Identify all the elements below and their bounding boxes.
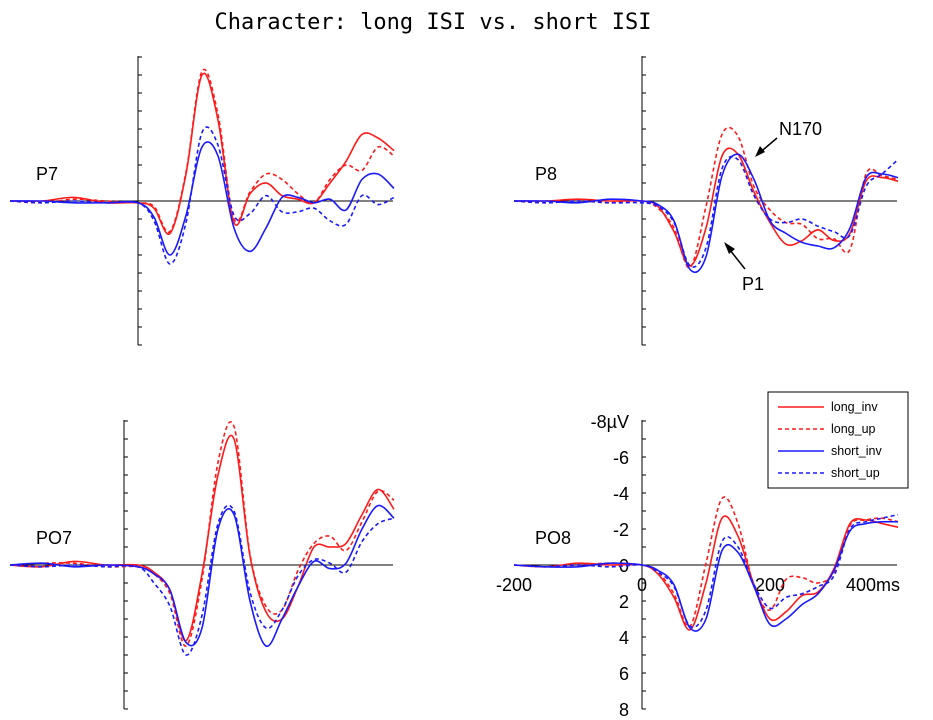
legend-entry-short-inv: short_inv	[778, 444, 882, 458]
x-tick-label: 400ms	[846, 575, 900, 595]
annotation-n170-label: N170	[779, 119, 822, 139]
y-tick-label: 6	[619, 664, 629, 684]
panel-p7: P7	[9, 56, 395, 346]
series-line-short-inv	[9, 141, 395, 256]
series-line-long-up	[513, 496, 899, 628]
y-tick-label: 2	[619, 592, 629, 612]
series-line-short-up	[9, 126, 395, 265]
panel-label: P7	[36, 164, 58, 184]
series-line-short-inv	[9, 504, 395, 647]
y-tick-label: -6	[613, 448, 629, 468]
y-tick-label: 0	[619, 556, 629, 576]
figure-title: Character: long ISI vs. short ISI	[214, 10, 651, 35]
x-tick-label: -200	[496, 575, 532, 595]
legend-entry-long-inv: long_inv	[778, 400, 878, 414]
series-line-short-up	[9, 504, 395, 656]
legend-label: short_up	[831, 466, 880, 480]
y-axis-ticks	[138, 56, 142, 346]
panel-po8: PO8 -8µV -6 -4 -2 0 2 4 6 8 -200 0 200 4…	[496, 412, 900, 720]
legend-label: short_inv	[831, 444, 882, 458]
legend-label: long_inv	[831, 400, 878, 414]
annotation-p1: P1	[724, 242, 764, 294]
legend-entry-long-up: long_up	[778, 422, 876, 436]
x-tick-label: 200	[755, 575, 785, 595]
series-line-short-up	[513, 155, 899, 268]
series-line-short-inv	[513, 520, 899, 632]
y-tick-label: 8	[619, 700, 629, 720]
x-tick-label: 0	[637, 575, 647, 595]
legend-entry-short-up: short_up	[778, 466, 880, 480]
series-line-short-inv	[513, 153, 899, 273]
y-tick-label: 4	[619, 628, 629, 648]
x-scale-labels: -200 0 200 400ms	[496, 575, 900, 595]
y-axis-ticks	[642, 56, 646, 346]
panel-label: PO7	[36, 528, 72, 548]
y-unit-label: -8µV	[591, 412, 629, 432]
y-axis-ticks	[124, 420, 128, 710]
series-line-long-up	[513, 126, 899, 269]
y-tick-label: -4	[613, 484, 629, 504]
panel-p8: P8 N170 P1	[513, 56, 899, 346]
y-scale-labels: -8µV -6 -4 -2 0 2 4 6 8	[591, 412, 629, 720]
y-axis-ticks	[642, 420, 646, 710]
series-line-long-up	[9, 68, 395, 234]
panel-po7: PO7	[9, 420, 395, 710]
annotation-p1-label: P1	[742, 274, 764, 294]
legend: long_inv long_up short_inv short_up	[767, 391, 909, 489]
panel-label: P8	[535, 164, 557, 184]
annotation-n170: N170	[755, 119, 822, 157]
series-line-long-inv	[513, 515, 899, 631]
legend-box	[767, 391, 909, 489]
y-tick-label: -2	[613, 520, 629, 540]
series-line-long-inv	[9, 72, 395, 235]
series-line-short-up	[513, 513, 899, 629]
legend-label: long_up	[831, 422, 876, 436]
panel-label: PO8	[535, 528, 571, 548]
